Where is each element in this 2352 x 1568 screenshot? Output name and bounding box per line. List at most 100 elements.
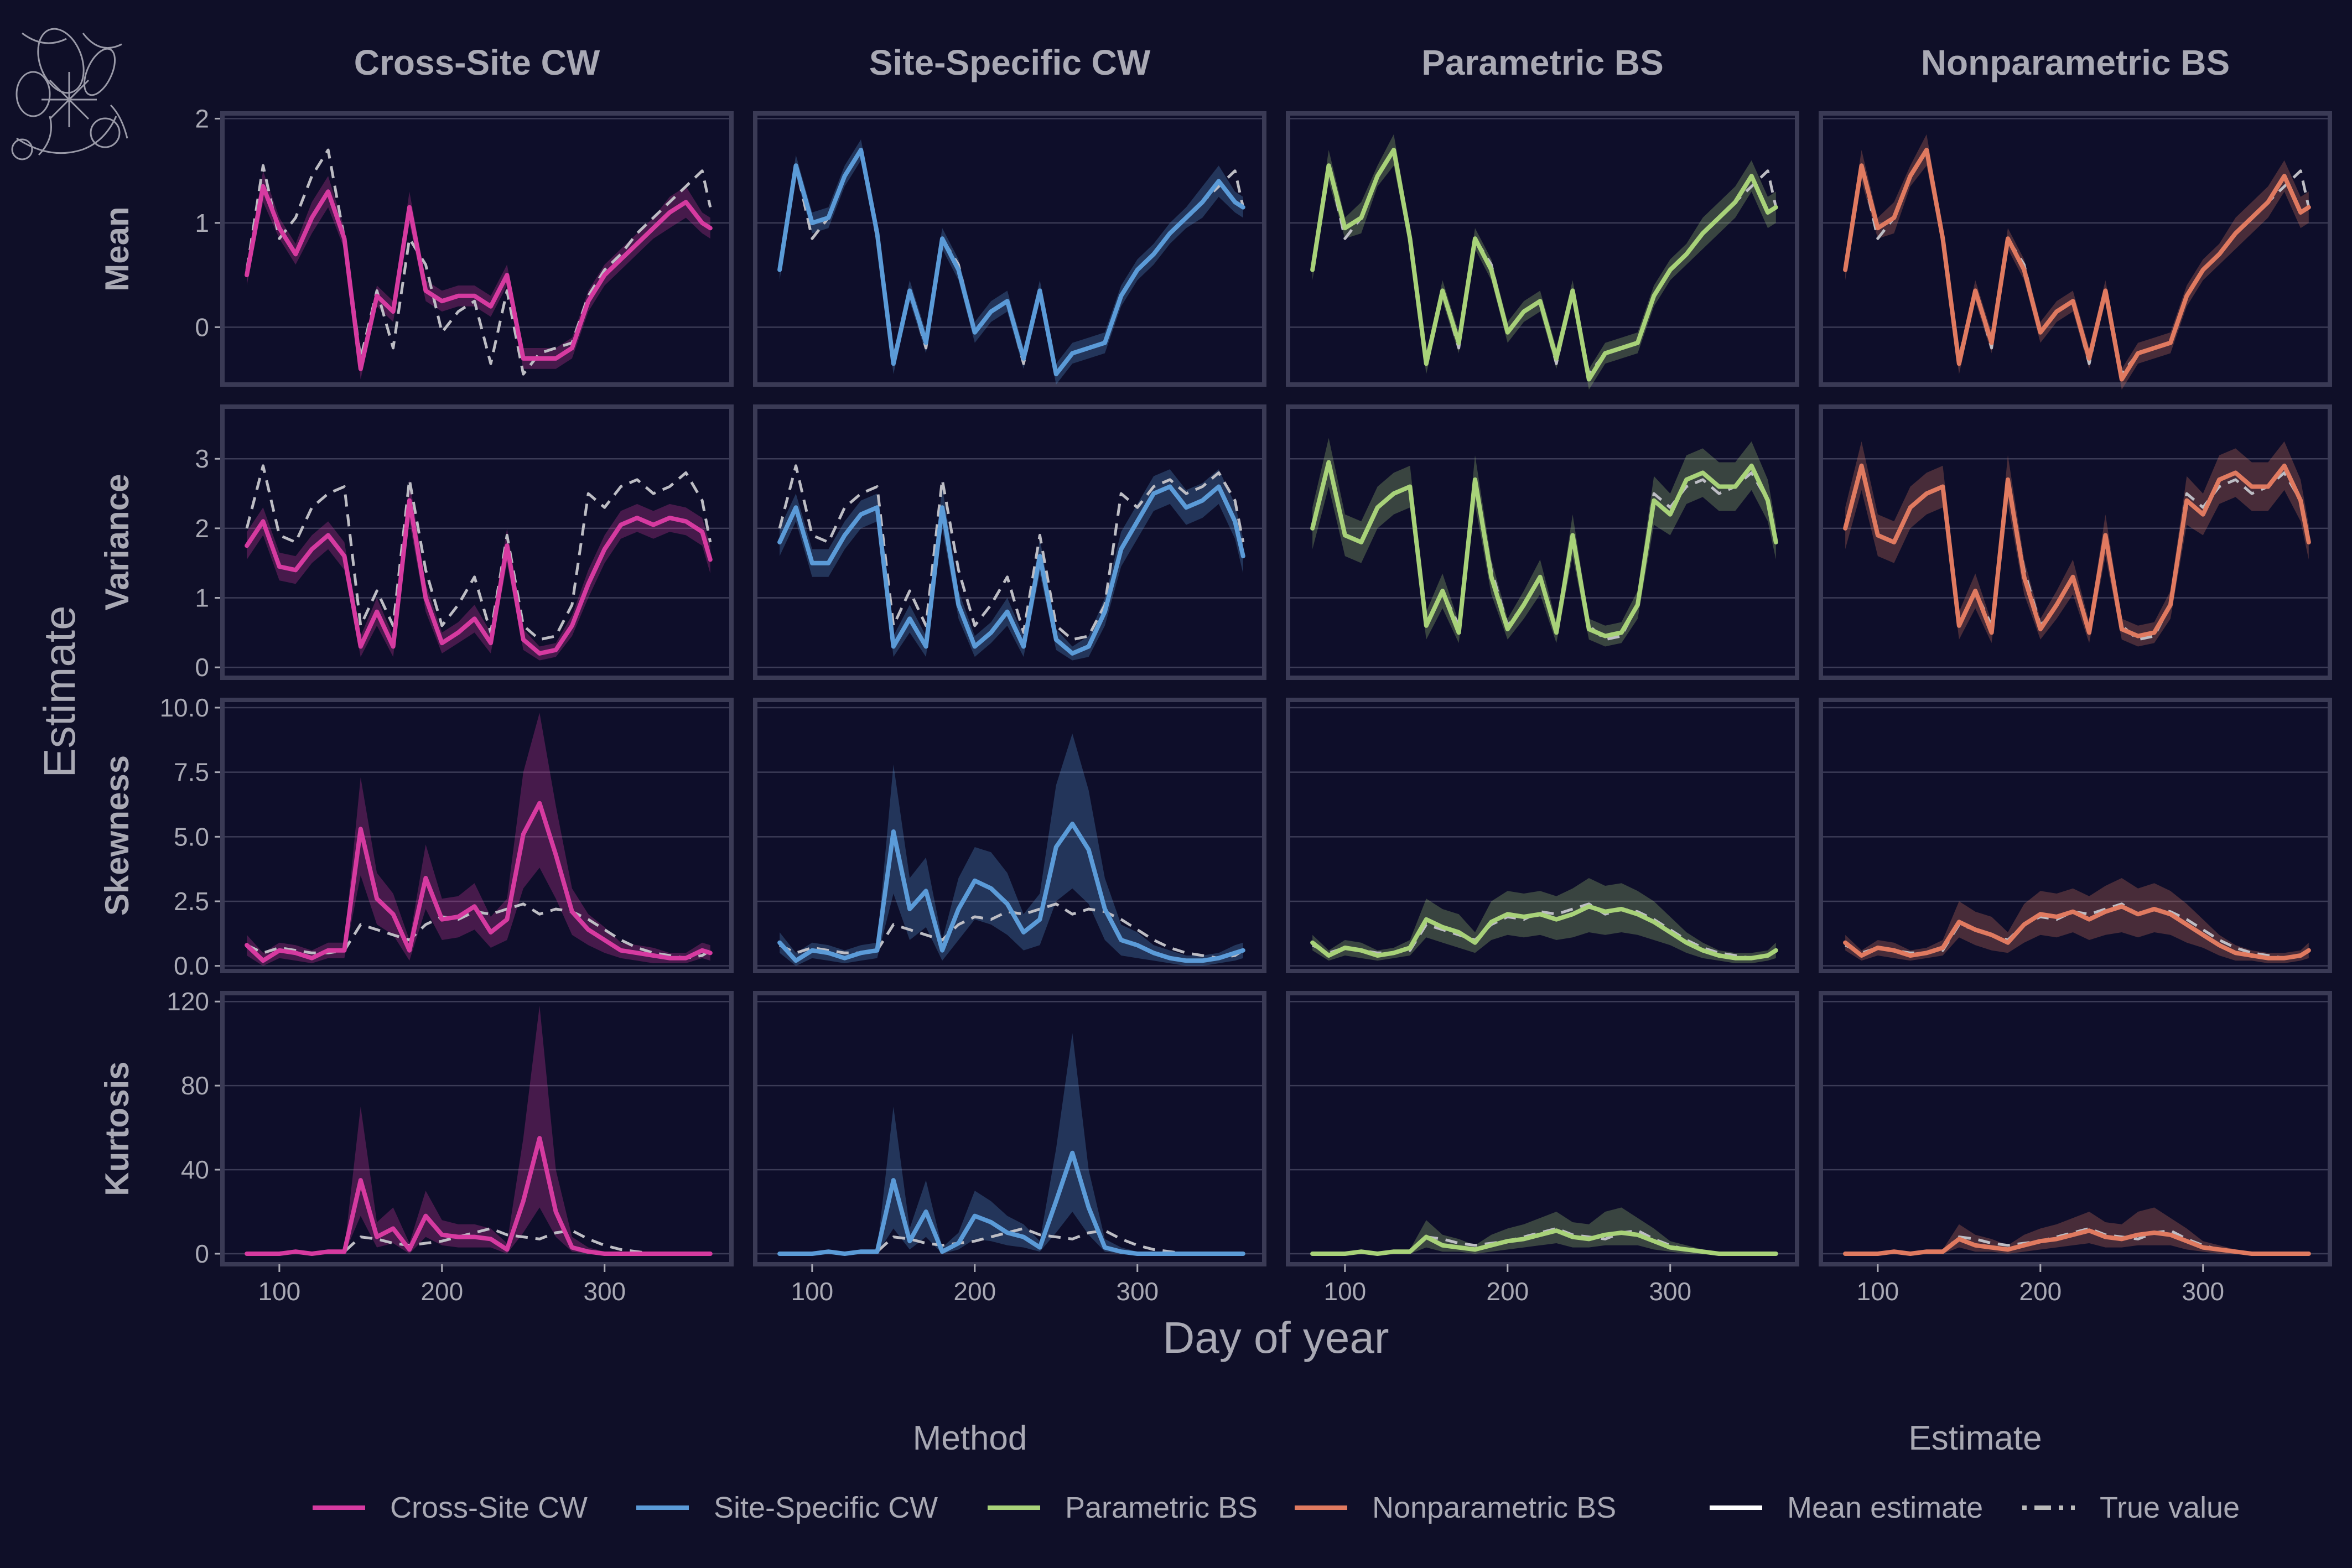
legend-label: Nonparametric BS (1372, 1491, 1616, 1524)
true-value-line (245, 464, 712, 641)
mean-estimate-line (1843, 1228, 2311, 1256)
y-tick-label: 80 (181, 1071, 209, 1100)
mean-estimate-line (245, 498, 713, 656)
x-tick-label: 200 (2019, 1277, 2062, 1306)
y-tick-label: 1 (195, 209, 209, 237)
x-tick-label: 200 (953, 1277, 996, 1306)
mean-estimate-line (1310, 1228, 1778, 1256)
facet-row-label: Kurtosis (98, 1061, 136, 1196)
confidence-ribbon (1845, 441, 2309, 647)
legend-estimate-title: Estimate (1908, 1419, 2042, 1457)
mean-estimate-line (1310, 904, 1778, 960)
panel-cross-site-cw-variance (220, 404, 734, 680)
y-tick-label: 2 (195, 514, 209, 543)
x-tick-label: 300 (583, 1277, 626, 1306)
x-tick-label: 100 (258, 1277, 301, 1306)
mean-estimate-line (1843, 904, 2311, 960)
true-value-line (778, 464, 1245, 641)
panel-parametric-bs-kurtosis (1286, 991, 1799, 1266)
y-tick-label: 40 (181, 1155, 209, 1184)
legend-label: Parametric BS (1065, 1491, 1258, 1524)
mean-estimate-line (1310, 460, 1778, 638)
facet-column-title: Parametric BS (1421, 43, 1664, 82)
legend-method-title: Method (913, 1419, 1027, 1457)
mean-estimate-line (245, 184, 713, 371)
mean-estimate-line (1843, 148, 2311, 382)
x-tick-label: 100 (1324, 1277, 1367, 1306)
panel-frame (1286, 111, 1799, 387)
x-tick-label: 100 (791, 1277, 834, 1306)
confidence-ribbon (780, 1033, 1243, 1254)
panel-cross-site-cw-kurtosis (220, 991, 734, 1266)
x-tick-label: 200 (420, 1277, 463, 1306)
x-tick-label: 100 (1857, 1277, 1899, 1306)
mean-estimate-line (1310, 148, 1778, 382)
x-axis-title: Day of year (1162, 1313, 1389, 1362)
panel-parametric-bs-skewness (1286, 698, 1799, 973)
x-tick-label: 300 (1649, 1277, 1691, 1306)
y-tick-label: 1 (195, 584, 209, 612)
panel-frame (1819, 991, 2332, 1266)
confidence-ribbon (1845, 878, 2309, 963)
y-tick-label: 0 (195, 653, 209, 682)
confidence-ribbon (780, 139, 1243, 385)
mean-estimate-line (245, 801, 713, 963)
true-value-line (245, 148, 712, 376)
mean-estimate-line (1843, 463, 2311, 638)
panel-cross-site-cw-mean (220, 111, 734, 387)
confidence-ribbon (1312, 438, 1776, 647)
legend-label: Mean estimate (1787, 1491, 1983, 1524)
legend-items: Cross-Site CW Site-Specific CW Parametric … (313, 1491, 2240, 1524)
panel-frame (1819, 111, 2332, 387)
panel-nonparametric-bs-skewness (1819, 698, 2332, 973)
y-tick-label: 5.0 (174, 822, 209, 851)
panel-site-specific-cw-kurtosis (753, 991, 1266, 1266)
y-tick-label: 2 (195, 104, 209, 133)
panel-frame (220, 698, 734, 973)
y-tick-label: 10.0 (159, 693, 209, 722)
legend: Method Estimate Cross-Site CW Site-Specif… (313, 1419, 2240, 1524)
y-tick-label: 0 (195, 1239, 209, 1268)
y-tick-label: 7.5 (174, 758, 209, 787)
x-tick-label: 300 (2182, 1277, 2224, 1306)
legend-label: Cross-Site CW (390, 1491, 588, 1524)
y-axis-title: Estimate (35, 605, 84, 777)
panel-frame (1286, 698, 1799, 973)
panel-site-specific-cw-variance (753, 404, 1266, 680)
facet-column-title: Nonparametric BS (1921, 43, 2230, 82)
confidence-ribbon (1312, 878, 1776, 963)
panel-frame (220, 404, 734, 680)
confidence-ribbon (1312, 134, 1776, 390)
panel-nonparametric-bs-kurtosis (1819, 991, 2332, 1266)
panel-frame (1819, 404, 2332, 680)
x-tick-label: 300 (1116, 1277, 1159, 1306)
panel-frame (753, 404, 1266, 680)
panel-parametric-bs-variance (1286, 404, 1799, 680)
mean-estimate-line (245, 1136, 713, 1256)
panel-frame (1286, 404, 1799, 680)
facet-row-label: Skewness (98, 755, 136, 916)
plankton-logo (11, 28, 128, 160)
panel-frame (753, 991, 1266, 1266)
legend-label: True value (2100, 1491, 2240, 1524)
facet-column-title: Cross-Site CW (354, 43, 600, 82)
y-tick-label: 2.5 (174, 887, 209, 916)
y-tick-label: 120 (167, 987, 209, 1016)
y-tick-label: 0 (195, 313, 209, 341)
panels: Cross-Site CW Site-Specific CW Parametric … (98, 43, 2332, 1306)
mean-estimate-line (777, 148, 1245, 377)
panel-frame (753, 698, 1266, 973)
panel-cross-site-cw-skewness (220, 698, 734, 973)
facet-row-label: Mean (98, 206, 136, 291)
x-tick-label: 200 (1486, 1277, 1529, 1306)
mean-estimate-line (777, 822, 1245, 963)
legend-label: Site-Specific CW (714, 1491, 938, 1524)
y-tick-label: 0.0 (174, 952, 209, 980)
panel-nonparametric-bs-variance (1819, 404, 2332, 680)
panel-site-specific-cw-skewness (753, 698, 1266, 973)
confidence-ribbon (1845, 134, 2309, 390)
confidence-ribbon (780, 733, 1243, 966)
panel-frame (753, 111, 1266, 387)
facet-column-title: Site-Specific CW (869, 43, 1151, 82)
